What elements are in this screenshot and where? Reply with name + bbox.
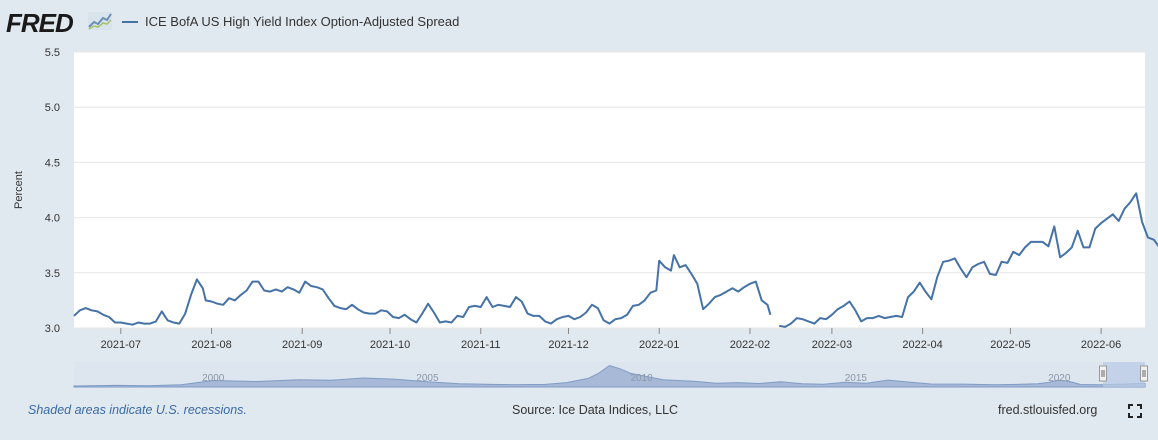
plot-background: [74, 52, 1145, 328]
x-tick-label: 2021-08: [191, 339, 231, 351]
navigator-handle-right[interactable]: [1140, 365, 1148, 382]
y-axis-ticks: 3.0 3.5 4.0 4.5 5.0 5.5: [45, 47, 60, 335]
navigator-area: [73, 364, 1146, 388]
navigator[interactable]: 2000 2005 2010 2015 2020: [73, 362, 1148, 388]
navigator-handle-left[interactable]: [1099, 365, 1107, 382]
x-tick-label: 2022-04: [902, 339, 942, 351]
gridlines: [74, 51, 1145, 329]
y-tick-label: 5.5: [45, 47, 60, 59]
x-tick-label: 2022-03: [812, 339, 852, 351]
x-tick-label: 2021-10: [370, 339, 410, 351]
legend-label: ICE BofA US High Yield Index Option-Adju…: [145, 14, 460, 29]
x-axis-ticks: 2021-07 2021-08 2021-09 2021-10 2021-11 2021-…: [101, 328, 1121, 351]
y-tick-label: 5.0: [45, 102, 60, 114]
chart-header: FRED ICE BofA US High Yield Index Option…: [0, 0, 1158, 44]
source-text: Source: Ice Data Indices, LLC: [512, 403, 679, 417]
navigator-label: 2005: [416, 373, 439, 384]
x-tick-label: 2021-07: [101, 339, 141, 351]
fred-logo[interactable]: FRED: [6, 8, 74, 38]
navigator-label: 2020: [1048, 373, 1071, 384]
x-tick-label: 2022-05: [990, 339, 1030, 351]
fred-url[interactable]: fred.stlouisfed.org: [998, 403, 1098, 417]
series-line[interactable]: [779, 192, 1158, 328]
series-line[interactable]: [73, 254, 772, 326]
recessions-note[interactable]: Shaded areas indicate U.S. recessions.: [28, 403, 247, 417]
y-axis-title: Percent: [13, 171, 25, 209]
x-tick-label: 2021-09: [282, 339, 322, 351]
x-tick-label: 2022-06: [1081, 339, 1121, 351]
fullscreen-icon[interactable]: [1128, 404, 1142, 418]
chart-line-icon: [88, 12, 112, 30]
y-tick-label: 4.0: [45, 213, 60, 225]
navigator-label: 2015: [845, 373, 868, 384]
navigator-label: 2000: [202, 373, 225, 384]
x-tick-label: 2022-01: [639, 339, 679, 351]
y-tick-label: 3.5: [45, 268, 60, 280]
series-group: [73, 192, 1158, 328]
y-tick-label: 3.0: [45, 323, 60, 335]
legend-swatch: [122, 20, 138, 23]
x-tick-label: 2021-11: [461, 339, 501, 351]
navigator-window[interactable]: [1103, 362, 1145, 387]
legend[interactable]: ICE BofA US High Yield Index Option-Adju…: [122, 14, 459, 29]
x-tick-label: 2021-12: [548, 339, 588, 351]
y-tick-label: 4.5: [45, 157, 60, 169]
x-tick-label: 2022-02: [730, 339, 770, 351]
navigator-label: 2010: [631, 373, 654, 384]
